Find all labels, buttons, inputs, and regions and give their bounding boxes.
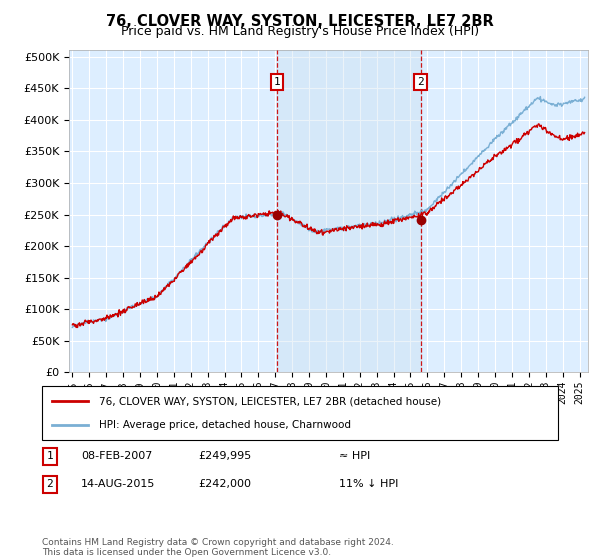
Text: 76, CLOVER WAY, SYSTON, LEICESTER, LE7 2BR (detached house): 76, CLOVER WAY, SYSTON, LEICESTER, LE7 2…: [99, 396, 441, 407]
FancyBboxPatch shape: [42, 386, 558, 440]
Text: 08-FEB-2007: 08-FEB-2007: [81, 451, 152, 461]
Text: 1: 1: [46, 451, 53, 461]
Bar: [277, 50, 421, 372]
Text: Price paid vs. HM Land Registry's House Price Index (HPI): Price paid vs. HM Land Registry's House …: [121, 25, 479, 38]
Text: £249,995: £249,995: [198, 451, 251, 461]
Text: 11% ↓ HPI: 11% ↓ HPI: [339, 479, 398, 489]
Text: HPI: Average price, detached house, Charnwood: HPI: Average price, detached house, Char…: [99, 419, 351, 430]
Text: 1: 1: [274, 77, 280, 87]
Text: 2: 2: [417, 77, 424, 87]
Text: 14-AUG-2015: 14-AUG-2015: [81, 479, 155, 489]
Text: ≈ HPI: ≈ HPI: [339, 451, 370, 461]
Text: £242,000: £242,000: [198, 479, 251, 489]
Text: 76, CLOVER WAY, SYSTON, LEICESTER, LE7 2BR: 76, CLOVER WAY, SYSTON, LEICESTER, LE7 2…: [106, 14, 494, 29]
Text: 2: 2: [46, 479, 53, 489]
Text: Contains HM Land Registry data © Crown copyright and database right 2024.
This d: Contains HM Land Registry data © Crown c…: [42, 538, 394, 557]
